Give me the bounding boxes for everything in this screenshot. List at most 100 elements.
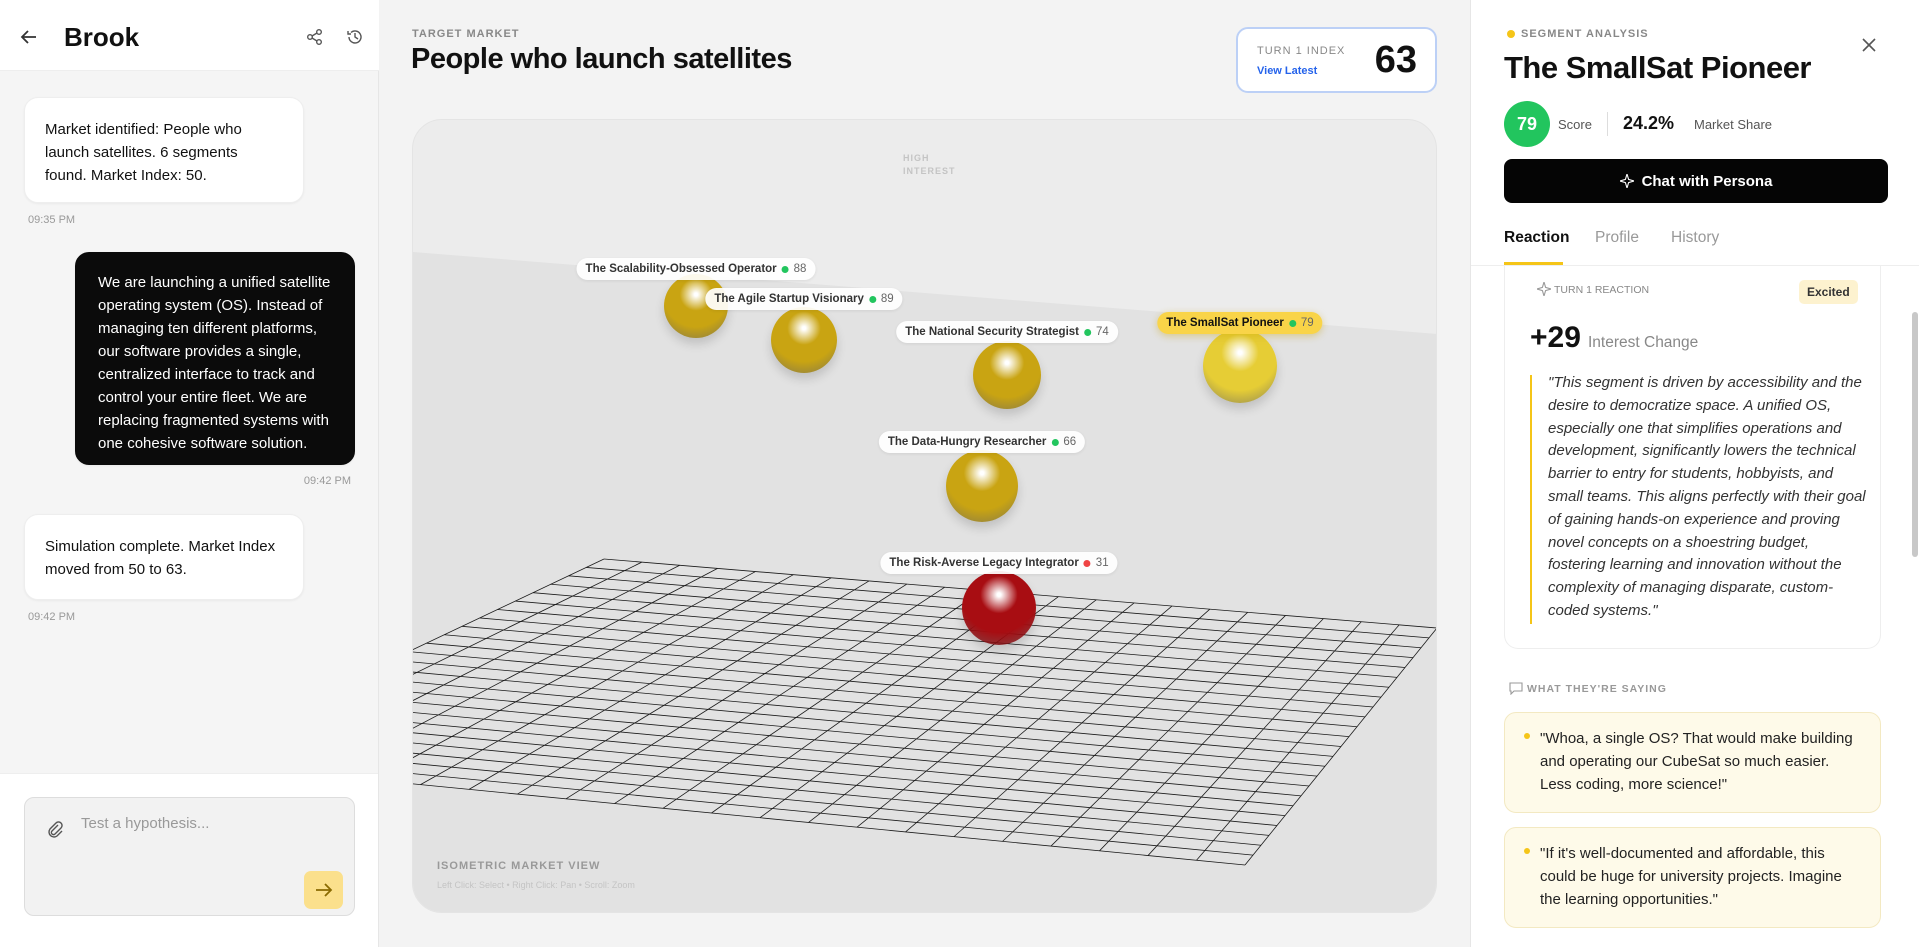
grid-line [413,712,1302,797]
grid-line [497,609,1390,688]
tab-underline [1504,262,1563,265]
grid-line [461,625,1374,708]
segment-name: The Data-Hungry Researcher [887,436,1047,448]
grid-line [413,681,1326,767]
saying-card: "If it's well-documented and affordable,… [1504,827,1881,928]
grid-line [413,691,1318,777]
panel-label: SEGMENT ANALYSIS [1521,28,1649,40]
grid-line [413,763,1262,846]
section-label: TARGET MARKET [412,28,520,40]
history-button[interactable] [346,28,364,46]
send-icon [316,883,333,897]
segment-label[interactable]: The Agile Startup Visionary 89 [705,288,903,310]
saying-card: "Whoa, a single OS? That would make buil… [1504,712,1881,813]
close-button[interactable] [1861,37,1877,53]
status-dot [1084,328,1092,336]
grid-line [413,722,1294,807]
status-dot [1288,319,1296,327]
view-footer: ISOMETRIC MARKET VIEW [437,860,601,872]
segment-name: The Agile Startup Visionary [714,293,864,305]
segment-label[interactable]: The Risk-Averse Legacy Integrator 31 [880,552,1118,574]
sentiment-badge: Excited [1799,280,1858,304]
quote-border [1530,375,1532,624]
chat-sidebar: Brook Market identified: People who laun… [0,0,379,947]
segment-score: 31 [1095,557,1109,569]
saying-text: "Whoa, a single OS? That would make buil… [1540,730,1853,793]
grid-line [413,732,1286,817]
chat-button-text: Chat with Persona [1641,172,1773,190]
segment-name: The Risk-Averse Legacy Integrator [889,557,1079,569]
floor-plane [413,252,1436,912]
tab-border [1471,265,1919,266]
status-dot [1051,438,1059,446]
grid-line [413,752,1270,836]
segment-label[interactable]: The Scalability-Obsessed Operator 88 [576,258,816,280]
grid-line [426,642,1358,728]
market-title: People who launch satellites [411,43,792,75]
scrollbar-thumb[interactable] [1912,312,1918,557]
speech-icon [1509,682,1523,695]
view-latest-link[interactable]: View Latest [1257,65,1318,77]
status-dot [781,265,789,273]
share-button[interactable] [306,28,324,46]
segment-score: 79 [1300,317,1314,329]
saying-dot [1524,733,1530,739]
message-bubble: Simulation complete. Market Index moved … [24,514,304,600]
attach-button[interactable] [46,820,64,838]
segment-sphere[interactable] [962,571,1036,645]
segment-name: The Scalability-Obsessed Operator [585,263,777,275]
grid-line [413,661,1342,747]
segment-name: The SmallSat Pioneer [1166,317,1284,329]
message-bubble: We are launching a unified satellite ope… [75,252,355,465]
input-placeholder: Test a hypothesis... [81,815,210,832]
tab[interactable]: History [1671,229,1720,246]
segment-sphere[interactable] [946,450,1018,522]
segment-name: The National Security Strategist [905,326,1080,338]
grid-line [413,671,1334,757]
reaction-card: TURN 1 REACTION Excited +29 Interest Cha… [1504,266,1881,649]
hypothesis-input[interactable] [24,797,355,916]
sayings-label: WHAT THEY'RE SAYING [1527,683,1667,695]
segment-sphere[interactable] [771,307,837,373]
back-button[interactable] [19,27,39,47]
interest-change: +29 [1530,321,1581,354]
chat-button[interactable]: Chat with Persona [1504,159,1888,203]
tab[interactable]: Reaction [1504,229,1570,246]
message-time: 09:42 PM [303,475,351,487]
saying-text: "If it's well-documented and affordable,… [1540,845,1842,908]
message-time: 09:35 PM [28,214,76,226]
score-label: Score [1558,117,1592,132]
view-hint: Left Click: Select • Right Click: Pan • … [437,880,635,890]
saying-dot [1524,848,1530,854]
grid-line [413,651,1350,738]
segment-label[interactable]: The Data-Hungry Researcher 66 [878,431,1086,453]
divider [1607,112,1608,136]
tab[interactable]: Profile [1595,229,1639,246]
sidebar-header [0,0,379,71]
iso-grid [413,252,1436,912]
sidebar-title: Brook [64,22,140,52]
reaction-label: TURN 1 REACTION [1554,284,1650,296]
grid-line [444,634,1366,718]
segment-label[interactable]: The SmallSat Pioneer 79 [1157,312,1323,334]
grid-line [515,600,1398,678]
segment-sphere[interactable] [973,341,1041,409]
market-view[interactable]: HIGH INTEREST ISOMETRIC MARKET VIEW Left… [412,119,1437,913]
grid-line [413,742,1278,826]
analysis-panel: SEGMENT ANALYSIS The SmallSat Pioneer 79… [1470,0,1919,947]
segment-score: 74 [1096,326,1109,338]
grid-line [479,617,1382,698]
index-label: TURN 1 INDEX [1257,45,1346,57]
message-bubble: Market identified: People who launch sat… [24,97,304,203]
send-button[interactable] [304,871,343,909]
segment-sphere[interactable] [1203,329,1277,403]
segment-score: 89 [880,293,894,305]
axis-label: HIGH INTEREST [903,153,956,176]
status-dot [1507,30,1515,38]
message-time: 09:42 PM [28,611,76,623]
index-card: TURN 1 INDEX View Latest 63 [1236,27,1437,93]
reaction-quote: "This segment is driven by accessibility… [1548,374,1866,619]
grid-line [413,773,1254,856]
segment-score: 66 [1063,436,1077,448]
segment-label[interactable]: The National Security Strategist 74 [896,321,1118,343]
